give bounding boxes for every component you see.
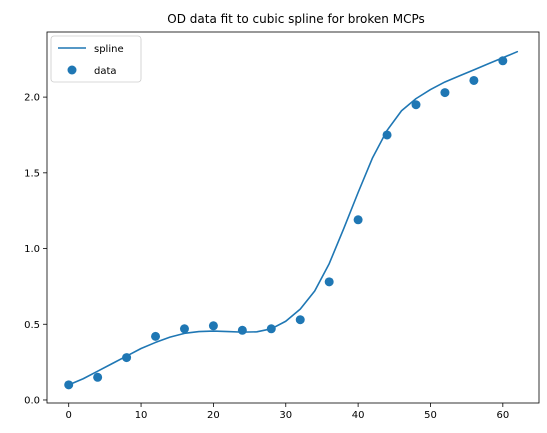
y-tick-label: 1.5	[24, 168, 40, 179]
y-tick-label: 0.0	[24, 395, 40, 406]
data-point	[353, 215, 363, 225]
spline-line	[67, 50, 519, 386]
data-point	[440, 88, 450, 98]
data-point	[208, 321, 218, 331]
data-point	[93, 372, 103, 382]
y-tick-label: 2.0	[24, 93, 40, 104]
y-tick-label: 0.5	[24, 320, 40, 331]
data-point	[122, 353, 132, 363]
axes-frame	[46, 31, 540, 404]
x-tick-label: 10	[135, 410, 148, 421]
plot-area	[64, 50, 519, 390]
data-point	[266, 324, 276, 334]
data-point	[411, 100, 421, 110]
data-point	[498, 56, 508, 66]
legend-spline-label: spline	[94, 44, 124, 55]
axis-ticks: 0 10 20 30 40 50 60 0.0 0.5 1.0 1.5 2.0	[24, 93, 509, 421]
data-point	[469, 75, 479, 85]
x-tick-label: 20	[207, 410, 220, 421]
x-tick-label: 40	[352, 410, 365, 421]
chart-title: OD data fit to cubic spline for broken M…	[167, 12, 424, 26]
data-point	[324, 277, 334, 287]
data-point	[64, 380, 74, 390]
data-point	[382, 130, 392, 140]
data-point	[179, 324, 189, 334]
data-point	[237, 325, 247, 335]
x-tick-label: 50	[424, 410, 437, 421]
legend-data-label: data	[94, 66, 117, 77]
y-tick-label: 1.0	[24, 244, 40, 255]
legend-data-swatch	[67, 65, 77, 75]
data-point	[151, 331, 161, 341]
x-tick-label: 0	[66, 410, 72, 421]
legend: spline data	[50, 35, 142, 83]
x-tick-label: 60	[496, 410, 509, 421]
data-point	[295, 315, 305, 325]
x-tick-label: 30	[279, 410, 292, 421]
